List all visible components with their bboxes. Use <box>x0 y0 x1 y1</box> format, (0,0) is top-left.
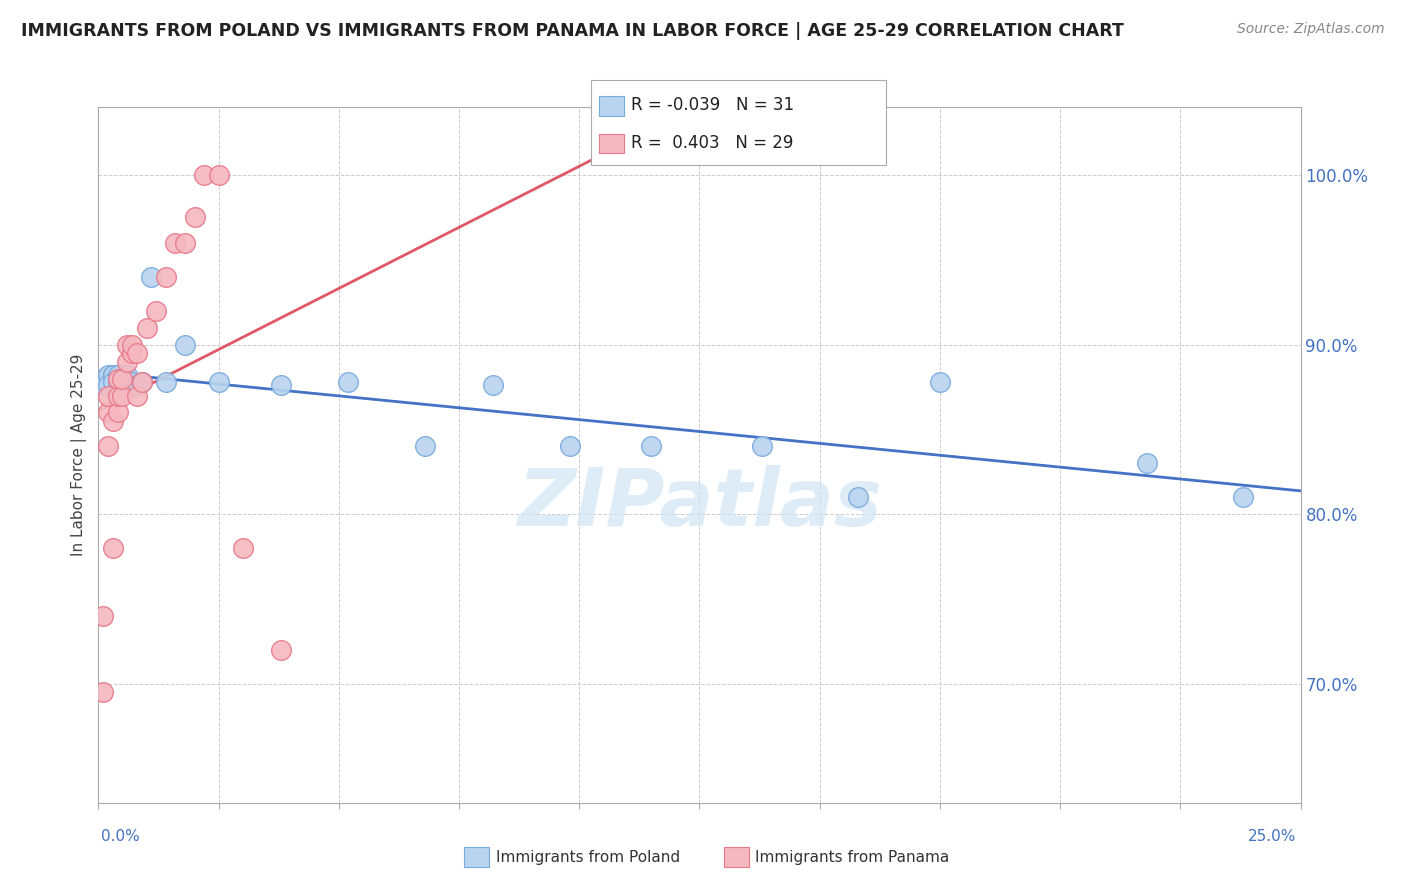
Point <box>481 378 503 392</box>
Point <box>155 375 177 389</box>
Point <box>270 643 292 657</box>
Point <box>131 375 153 389</box>
Point <box>97 405 120 419</box>
Point <box>91 609 114 624</box>
Point <box>928 375 950 389</box>
Point <box>415 439 437 453</box>
Point <box>125 346 148 360</box>
Point <box>125 378 148 392</box>
Point <box>101 368 124 383</box>
Point <box>121 375 143 389</box>
Point <box>174 337 197 351</box>
Point <box>165 235 187 250</box>
Point <box>270 378 292 392</box>
Point <box>117 337 139 351</box>
Text: Immigrants from Panama: Immigrants from Panama <box>755 850 949 864</box>
Text: R =  0.403   N = 29: R = 0.403 N = 29 <box>631 134 793 152</box>
Point <box>193 168 215 182</box>
Point <box>751 439 773 453</box>
Y-axis label: In Labor Force | Age 25-29: In Labor Force | Age 25-29 <box>72 354 87 556</box>
Text: IMMIGRANTS FROM POLAND VS IMMIGRANTS FROM PANAMA IN LABOR FORCE | AGE 25-29 CORR: IMMIGRANTS FROM POLAND VS IMMIGRANTS FRO… <box>21 22 1123 40</box>
Point <box>1136 457 1159 471</box>
Point <box>91 371 114 385</box>
Point <box>131 375 153 389</box>
Point <box>107 405 129 419</box>
Text: Immigrants from Poland: Immigrants from Poland <box>496 850 681 864</box>
Point <box>558 439 581 453</box>
Point <box>97 388 120 402</box>
Text: Source: ZipAtlas.com: Source: ZipAtlas.com <box>1237 22 1385 37</box>
Point <box>121 346 143 360</box>
Point <box>101 375 124 389</box>
Point <box>846 491 869 505</box>
Point <box>101 541 124 556</box>
Point <box>111 378 134 392</box>
Point <box>141 269 163 284</box>
Point <box>208 168 231 182</box>
Point <box>337 375 360 389</box>
Point <box>135 320 157 334</box>
Point <box>91 685 114 699</box>
Point <box>117 368 139 383</box>
Point <box>97 368 120 383</box>
Point <box>91 378 114 392</box>
Point <box>101 368 124 383</box>
Point <box>111 388 134 402</box>
Point <box>97 439 120 453</box>
Point <box>183 211 205 225</box>
Point <box>107 371 129 385</box>
Text: R = -0.039   N = 31: R = -0.039 N = 31 <box>631 96 794 114</box>
Point <box>97 378 120 392</box>
Text: ZIPatlas: ZIPatlas <box>517 465 882 542</box>
Point <box>208 375 231 389</box>
Point <box>107 378 129 392</box>
Text: 25.0%: 25.0% <box>1249 830 1296 844</box>
Point <box>1232 491 1254 505</box>
Point <box>232 541 254 556</box>
Point <box>121 378 143 392</box>
Text: 0.0%: 0.0% <box>101 830 141 844</box>
Point <box>117 354 139 368</box>
Point <box>111 371 134 385</box>
Point <box>145 303 167 318</box>
Point <box>107 368 129 383</box>
Point <box>117 375 139 389</box>
Point <box>155 269 177 284</box>
Point <box>174 235 197 250</box>
Point <box>640 439 662 453</box>
Point <box>101 414 124 428</box>
Point <box>107 388 129 402</box>
Point <box>125 388 148 402</box>
Point <box>121 337 143 351</box>
